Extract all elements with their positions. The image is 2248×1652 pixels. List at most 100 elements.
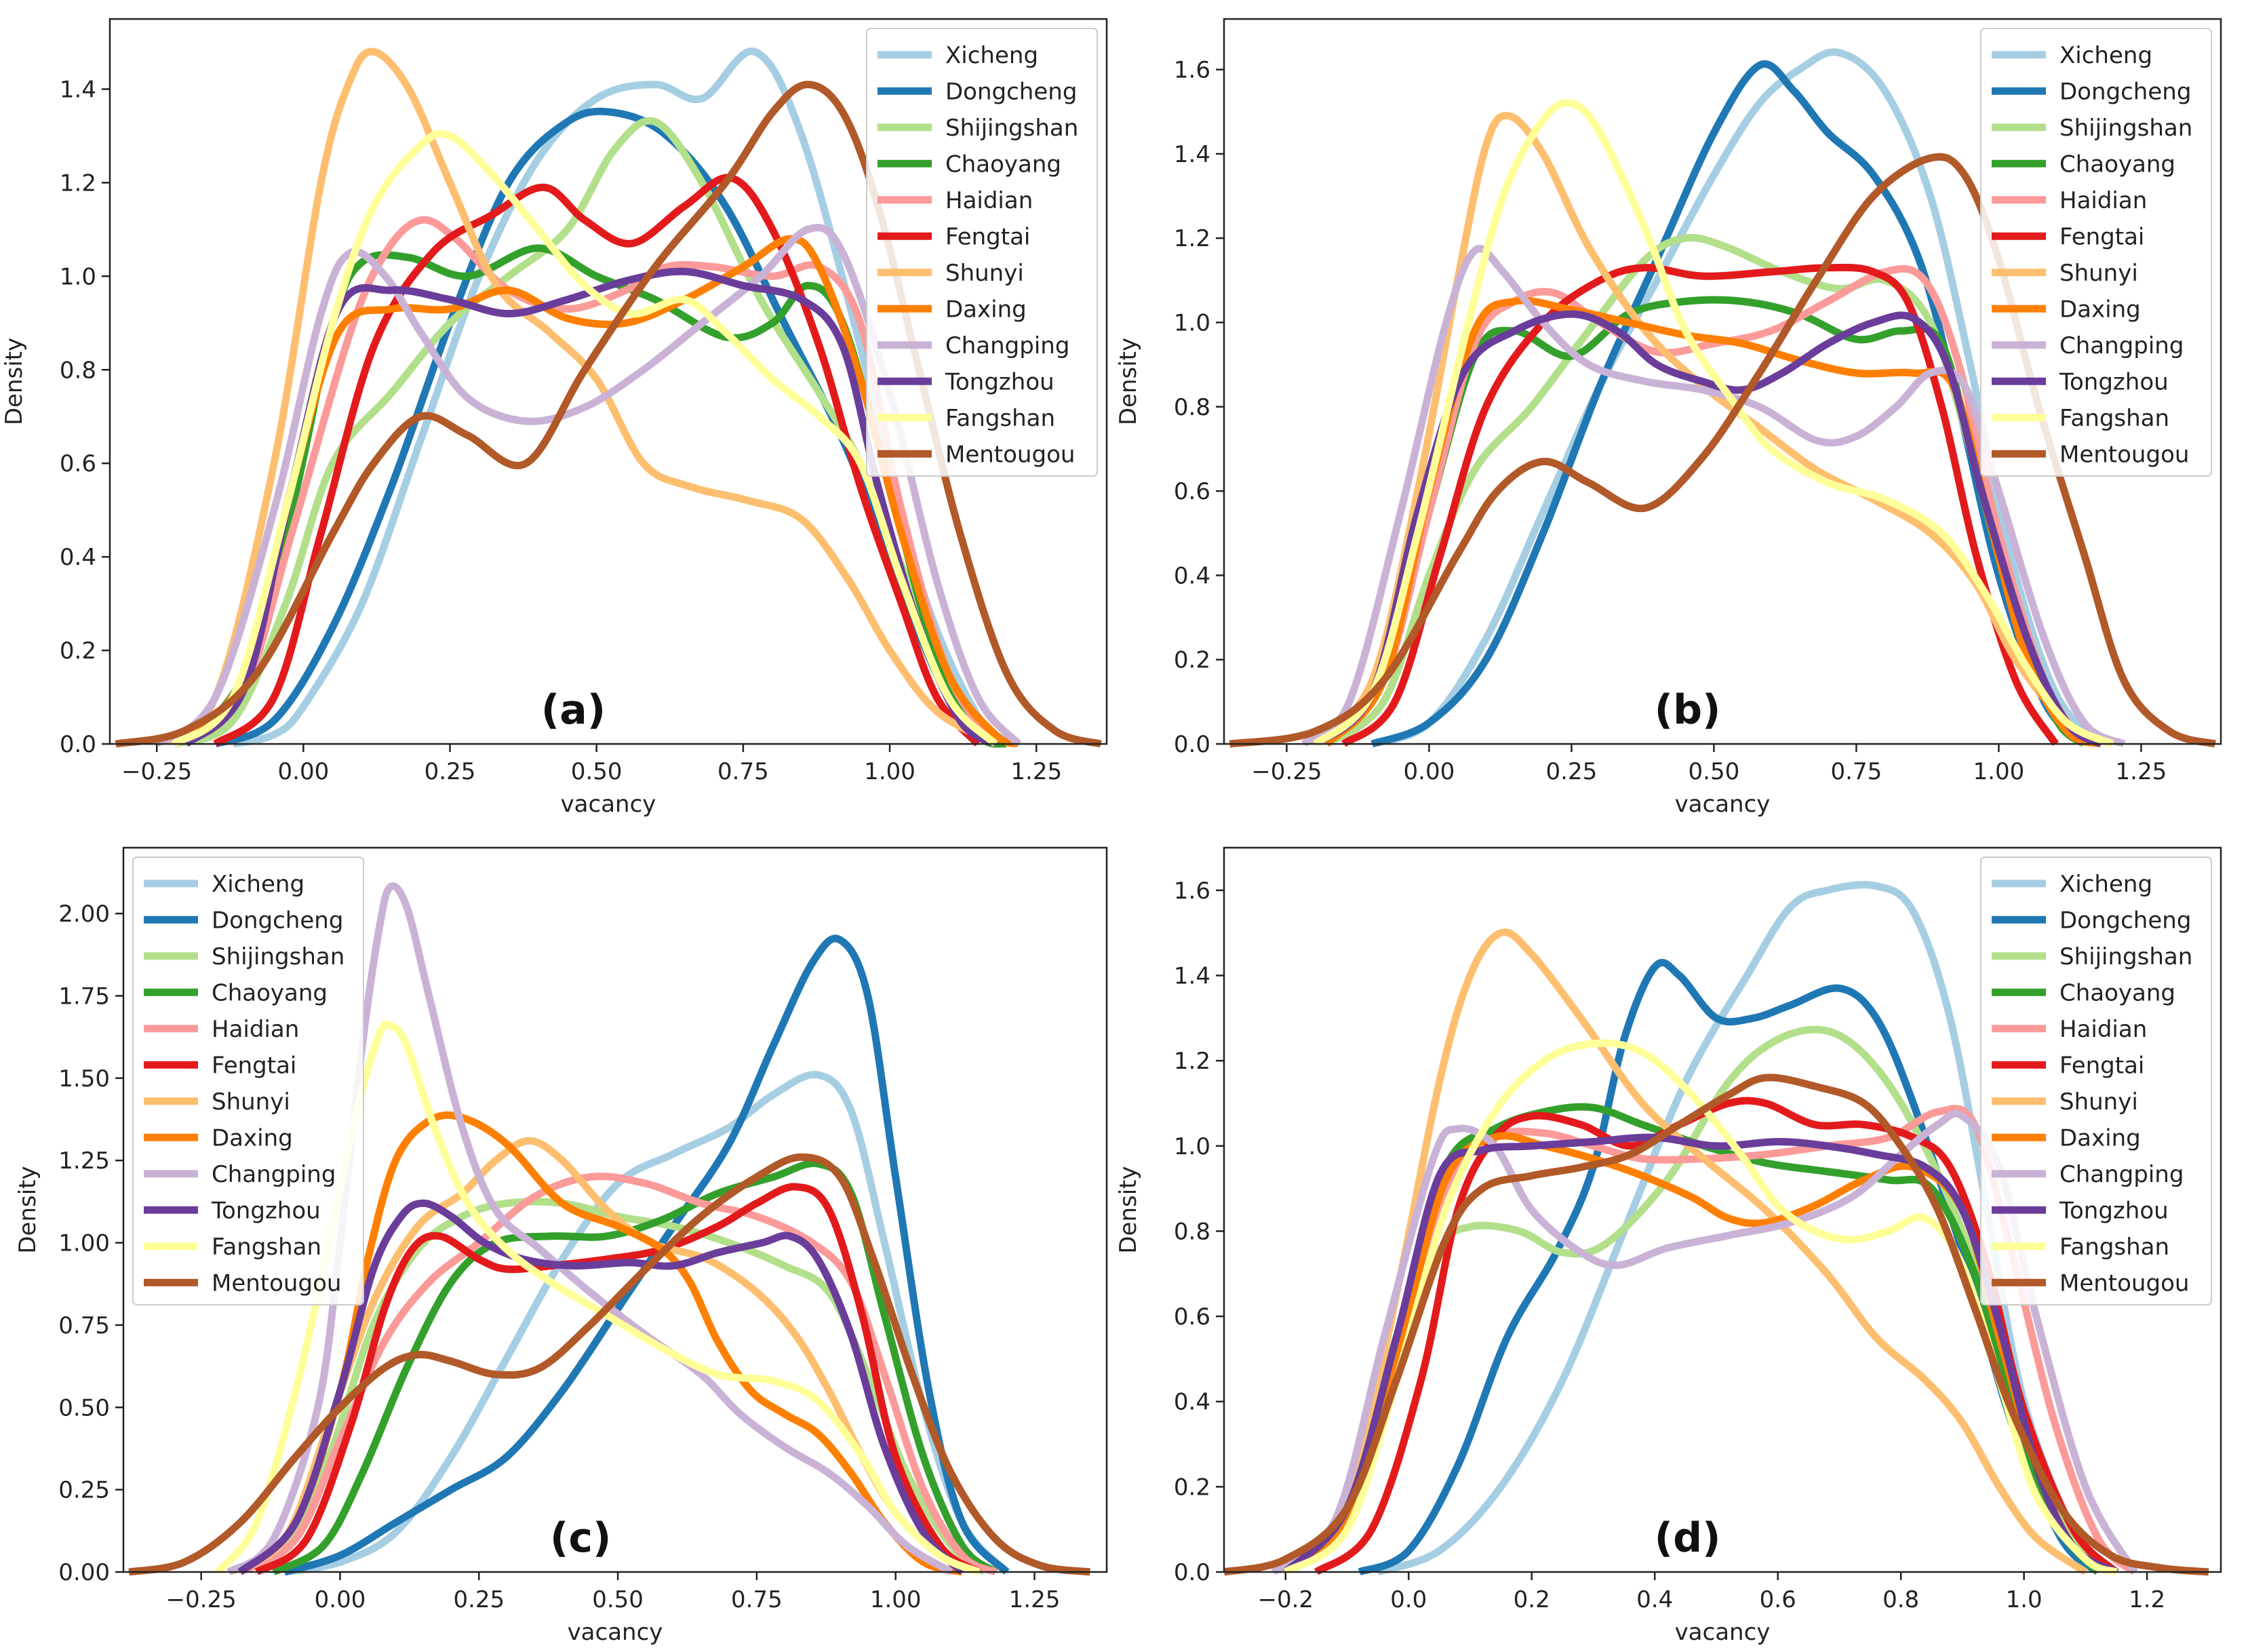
y-tick-label: 1.4 — [1174, 141, 1210, 168]
legend-label-haidian: Haidian — [212, 1016, 299, 1043]
legend-label-haidian: Haidian — [2059, 187, 2147, 214]
legend-label-daxing: Daxing — [2059, 296, 2141, 323]
y-tick-label: 0.2 — [1174, 647, 1210, 674]
x-tick-label: −0.2 — [1257, 1586, 1314, 1613]
panel-b: −0.25 0.00 0.25 0.50 0.75 1.00 1.25 0.0 0.2 0.4 0.… — [1115, 18, 2222, 818]
y-tick-label: 1.2 — [1174, 1048, 1210, 1075]
series-lines — [115, 47, 1102, 748]
panel-c: −0.25 0.00 0.25 0.50 0.75 1.00 1.25 0.00 0.25 0.5… — [14, 846, 1108, 1646]
y-tick-label: 1.00 — [58, 1230, 110, 1257]
x-tick-label: 0.25 — [453, 1586, 505, 1613]
legend-label-dongcheng: Dongcheng — [2059, 78, 2191, 105]
y-tick-label: 0.0 — [1174, 1559, 1210, 1586]
legend: Xicheng Dongcheng Shijingshan Chaoyang Haidi… — [1980, 857, 2212, 1305]
series-line-mentougou — [1229, 153, 2217, 748]
axes-frame — [122, 846, 1108, 1573]
legend-label-tongzhou: Tongzhou — [2059, 368, 2169, 395]
y-tick-label: 1.0 — [1174, 1133, 1210, 1160]
panel-label: (a) — [541, 686, 606, 734]
y-tick-label: 1.4 — [1174, 962, 1210, 989]
legend-label-tongzhou: Tongzhou — [945, 368, 1054, 395]
legend-label-daxing: Daxing — [945, 296, 1027, 323]
series-line-mentougou — [128, 1153, 1091, 1576]
y-tick-label: 1.6 — [1174, 57, 1210, 84]
y-tick-label: 0.0 — [1174, 731, 1210, 758]
legend-label-daxing: Daxing — [2059, 1124, 2141, 1152]
y-tick-label: 0.2 — [60, 637, 96, 665]
x-tick-label: 0.0 — [1390, 1586, 1427, 1613]
series-line-fengtai — [1341, 263, 2059, 747]
x-tick-label: 0.00 — [1404, 758, 1455, 785]
legend: Xicheng Dongcheng Shijingshan Chaoyang Haidi… — [866, 28, 1098, 477]
y-tick-label: 0.8 — [1174, 394, 1210, 421]
x-tick-label: 1.25 — [2116, 758, 2167, 785]
series-line-shijingshan — [1324, 234, 2087, 747]
y-tick-label: 0.50 — [58, 1394, 110, 1421]
legend-label-fangshan: Fangshan — [945, 405, 1055, 432]
y-axis-label: Density — [1115, 1166, 1142, 1253]
y-tick-label: 1.50 — [58, 1065, 110, 1093]
legend: Xicheng Dongcheng Shijingshan Chaoyang Haidi… — [1980, 28, 2212, 477]
legend-label-chaoyang: Chaoyang — [945, 151, 1061, 178]
legend-label-haidian: Haidian — [2059, 1016, 2147, 1043]
legend-label-mentougou: Mentougou — [2059, 1270, 2189, 1297]
legend-label-shijingshan: Shijingshan — [2059, 115, 2192, 142]
legend-label-shunyi: Shunyi — [2059, 1088, 2138, 1116]
x-tick-label: 1.25 — [1010, 758, 1062, 785]
x-tick-label: 0.25 — [1546, 758, 1598, 785]
legend-label-fangshan: Fangshan — [2059, 405, 2169, 432]
y-tick-label: 0.4 — [1174, 1389, 1210, 1416]
x-tick-label: 1.25 — [1009, 1586, 1061, 1613]
series-line-mentougou — [115, 81, 1102, 748]
y-tick-label: 0.75 — [58, 1312, 110, 1339]
x-tick-label: 0.75 — [731, 1586, 783, 1613]
y-tick-label: 0.4 — [60, 544, 96, 571]
x-tick-label: 0.00 — [278, 758, 330, 785]
series-line-fangshan — [1312, 99, 2114, 748]
y-tick-label: 1.2 — [60, 170, 96, 197]
series-line-changping — [1301, 245, 2126, 748]
series-line-dongcheng — [283, 935, 1010, 1576]
x-tick-label: 0.00 — [315, 1586, 366, 1613]
series-line-haidian — [1324, 264, 2088, 747]
y-axis-label: Density — [1115, 338, 1142, 425]
legend-label-mentougou: Mentougou — [945, 441, 1075, 468]
legend-label-daxing: Daxing — [212, 1124, 293, 1152]
legend-label-tongzhou: Tongzhou — [211, 1197, 321, 1224]
series-line-tongzhou — [1282, 1133, 2118, 1575]
legend-label-changping: Changping — [212, 1161, 336, 1188]
panel-label: (c) — [550, 1514, 611, 1562]
legend-label-fangshan: Fangshan — [212, 1234, 321, 1261]
legend-label-chaoyang: Chaoyang — [2059, 979, 2175, 1006]
legend-label-xicheng: Xicheng — [945, 42, 1038, 69]
series-line-mentougou — [1223, 1074, 2209, 1576]
legend-label-mentougou: Mentougou — [2059, 441, 2189, 468]
series-line-xicheng — [1377, 881, 2119, 1576]
y-tick-label: 1.2 — [1174, 225, 1210, 252]
legend-label-dongcheng: Dongcheng — [2059, 907, 2191, 934]
x-axis-label: vacancy — [561, 791, 656, 818]
legend-label-shunyi: Shunyi — [945, 260, 1024, 287]
x-axis-label: vacancy — [568, 1619, 663, 1646]
x-tick-label: 0.50 — [1689, 758, 1740, 785]
legend-label-fengtai: Fengtai — [212, 1052, 296, 1079]
legend-label-fangshan: Fangshan — [2059, 1234, 2169, 1261]
y-tick-label: 0.6 — [1174, 478, 1210, 505]
legend-label-xicheng: Xicheng — [2059, 42, 2152, 69]
axes-frame — [1223, 846, 2222, 1573]
x-tick-label: 1.2 — [2129, 1586, 2165, 1613]
panel-d: −0.2 0.0 0.2 0.4 0.6 0.8 1.0 1.2 0.0 0.2 0.4 0.6 0.8… — [1115, 846, 2222, 1646]
x-tick-label: 1.00 — [870, 1586, 922, 1613]
x-tick-label: −0.25 — [166, 1586, 237, 1613]
x-axis-label: vacancy — [1675, 1619, 1771, 1646]
panel-label: (d) — [1655, 1514, 1721, 1562]
legend-label-shijingshan: Shijingshan — [945, 115, 1078, 142]
legend-label-tongzhou: Tongzhou — [2059, 1197, 2169, 1224]
legend-label-dongcheng: Dongcheng — [212, 907, 343, 934]
x-tick-label: 0.8 — [1882, 1586, 1919, 1613]
y-tick-label: 1.0 — [1174, 309, 1210, 336]
series-lines — [1229, 48, 2217, 748]
axes-frame — [1223, 18, 2222, 745]
legend-label-changping: Changping — [2059, 1161, 2184, 1188]
